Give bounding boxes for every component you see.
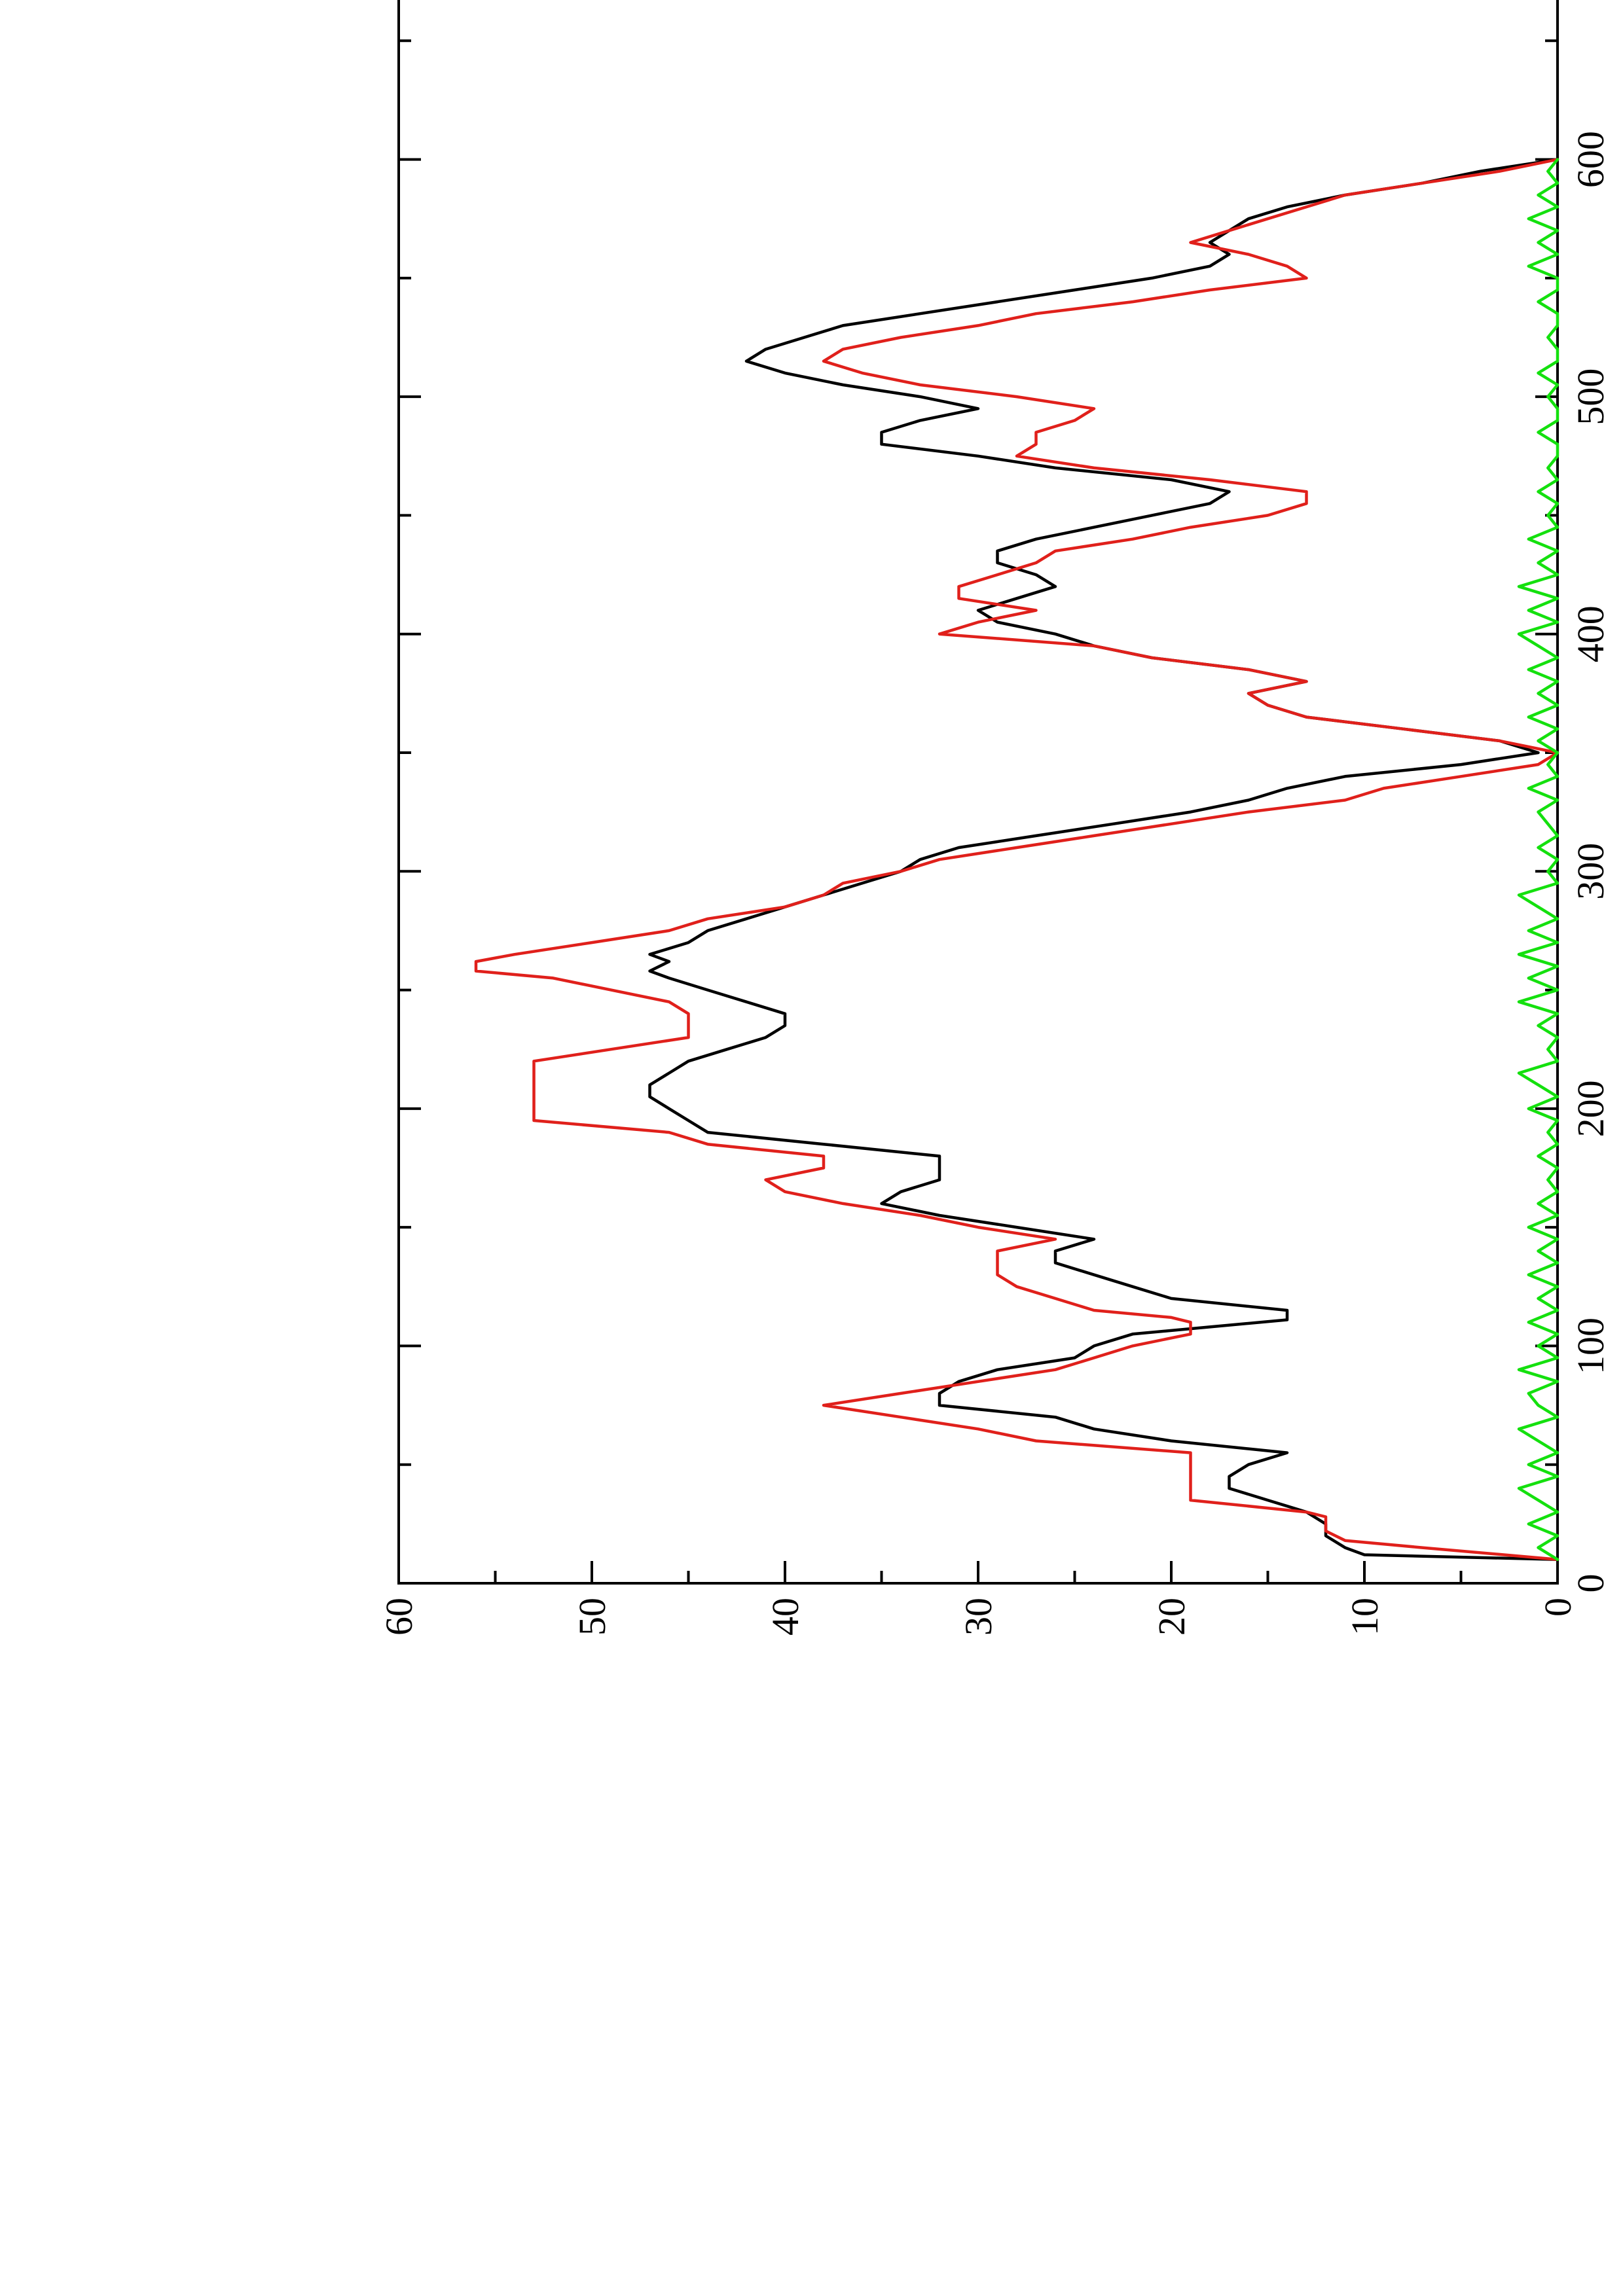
y-tick-label: 50	[571, 1598, 613, 1636]
y-tick-label: 20	[1150, 1598, 1193, 1636]
rotated-plot: 01002003004005006007000102030405060	[378, 0, 1612, 1636]
x-tick-label: 0	[1569, 1574, 1612, 1593]
y-tick-label: 30	[957, 1598, 1000, 1636]
black-series-line	[648, 158, 1559, 1561]
x-tick-label: 200	[1569, 1080, 1612, 1137]
axis-tick-labels: 01002003004005006007000102030405060	[378, 131, 1612, 1636]
y-tick-label: 0	[1537, 1598, 1579, 1617]
x-tick-label: 300	[1569, 843, 1612, 900]
red-series-line	[474, 158, 1559, 1561]
x-tick-label: 500	[1569, 368, 1612, 425]
y-tick-label: 60	[378, 1598, 420, 1636]
green-series-line	[1517, 158, 1559, 1561]
y-tick-label: 10	[1343, 1598, 1386, 1636]
series-lines	[474, 158, 1559, 1561]
axis-ticks	[397, 39, 1559, 1585]
x-tick-label: 400	[1569, 605, 1612, 662]
y-tick-label: 40	[764, 1598, 807, 1636]
x-tick-label: 100	[1569, 1318, 1612, 1374]
x-tick-label: 600	[1569, 131, 1612, 188]
